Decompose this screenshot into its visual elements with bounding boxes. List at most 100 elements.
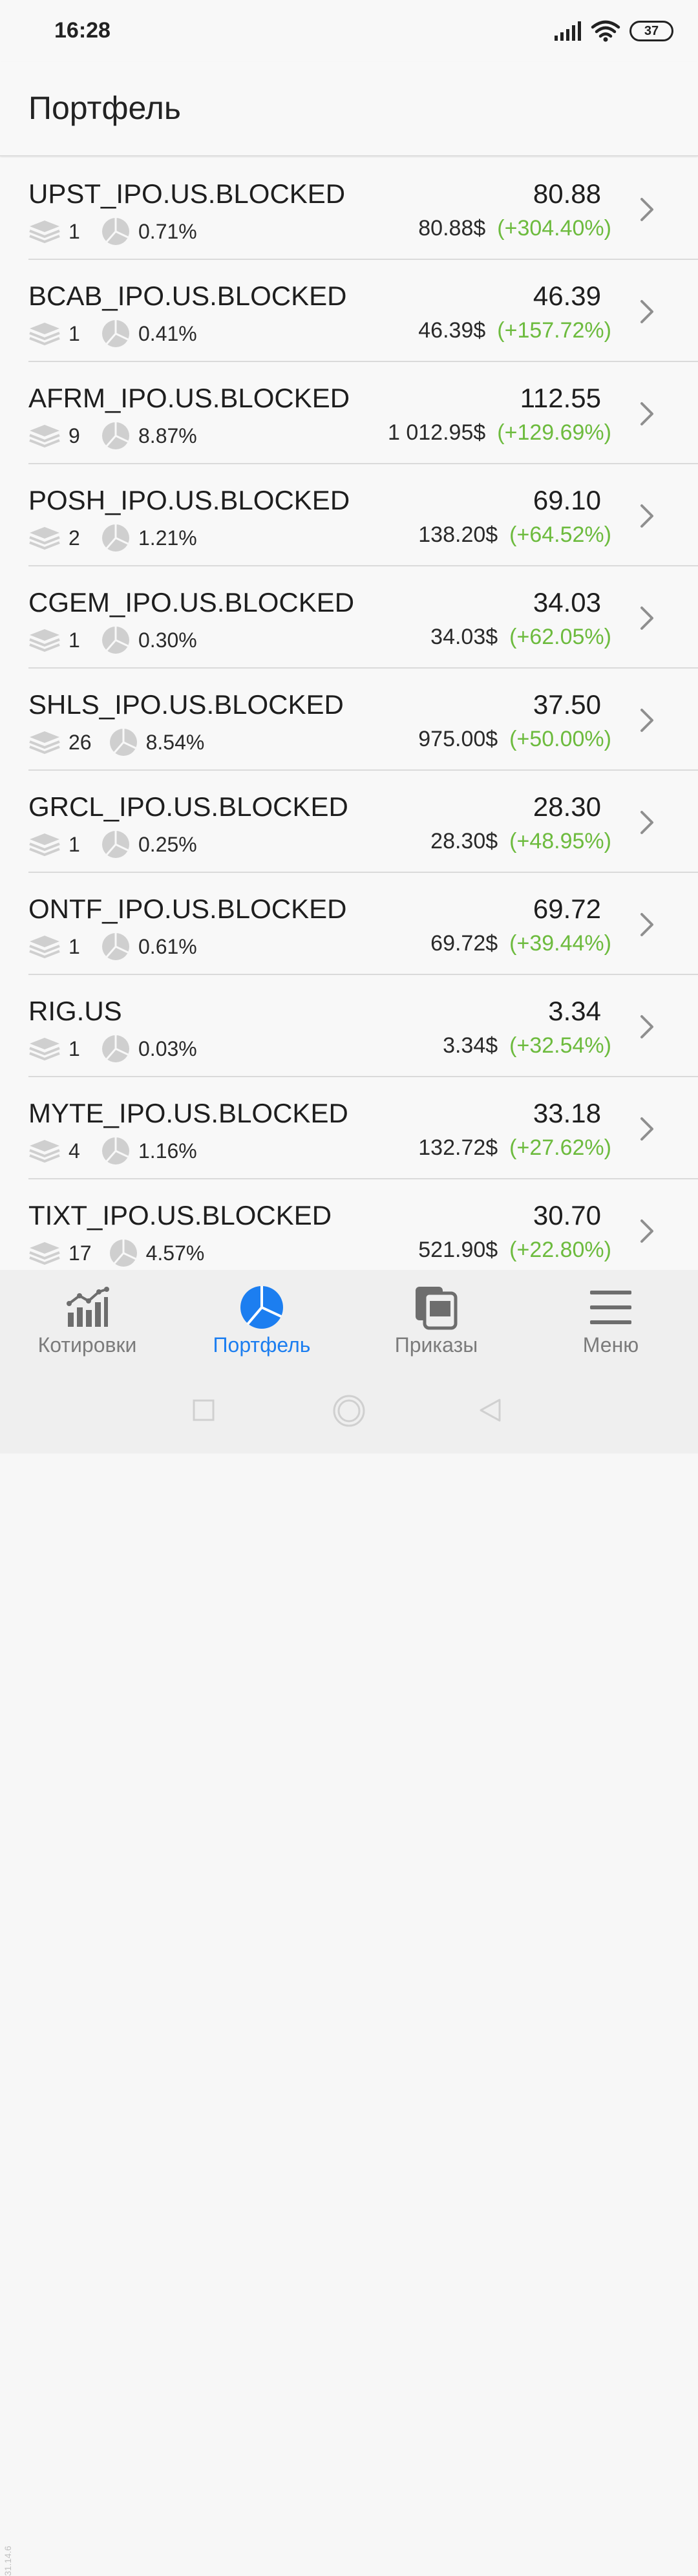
price-value: 28.30 (533, 791, 601, 822)
tab-label-portfolio: Портфель (213, 1333, 311, 1357)
version-label: 31.14.6 (3, 2546, 13, 2576)
ticker-label: ONTF_IPO.US.BLOCKED (28, 894, 347, 924)
position-value-line: 46.39$ (+157.72%) (418, 318, 611, 343)
home-button[interactable] (332, 1394, 366, 1428)
list-item[interactable]: POSH_IPO.US.BLOCKED 2 1.21% 69.10 138.20$ (+6… (0, 464, 698, 566)
signal-icon (555, 21, 581, 41)
position-amount: 3.34$ (443, 1033, 498, 1058)
pie-share-icon (102, 1137, 129, 1165)
position-meta: 17 4.57% (28, 1236, 204, 1270)
position-value-line: 69.72$ (+39.44%) (430, 931, 611, 956)
chevron-right-icon[interactable] (636, 401, 658, 427)
portfolio-share-value: 8.87% (138, 424, 197, 447)
battery-level: 37 (644, 23, 659, 38)
chevron-right-icon[interactable] (636, 1014, 658, 1040)
position-meta: 26 8.54% (28, 725, 204, 759)
position-meta: 2 1.21% (28, 521, 197, 555)
ticker-label: RIG.US (28, 996, 122, 1026)
pie-share-icon (109, 729, 137, 756)
status-time: 16:28 (54, 18, 111, 43)
page-title: Портфель (28, 90, 181, 126)
position-value-line: 138.20$ (+64.52%) (418, 522, 611, 548)
wifi-icon (591, 20, 620, 42)
layers-icon (29, 527, 60, 550)
position-meta: 1 0.30% (28, 623, 197, 657)
quantity-value: 1 (69, 1036, 80, 1060)
chevron-right-icon[interactable] (636, 503, 658, 529)
chevron-right-icon[interactable] (636, 810, 658, 835)
list-item[interactable]: MYTE_IPO.US.BLOCKED 4 1.16% 33.18 132.72$ (+2… (0, 1077, 698, 1179)
list-item[interactable]: SHLS_IPO.US.BLOCKED 26 8.54% 37.50 975.00$ (+… (0, 669, 698, 771)
list-item[interactable]: TIXT_IPO.US.BLOCKED 17 4.57% 30.70 521.90$ (+… (0, 1179, 698, 1270)
portfolio-list[interactable]: UPST_IPO.US.BLOCKED 1 0.71% 80.88 80.88$ (+30… (0, 158, 698, 1270)
position-meta: 1 0.25% (28, 828, 197, 861)
list-item[interactable]: BCAB_IPO.US.BLOCKED 1 0.41% 46.39 46.39$ (+15… (0, 260, 698, 362)
chevron-right-icon[interactable] (636, 1116, 658, 1142)
row-divider (28, 1076, 698, 1077)
list-item[interactable]: CGEM_IPO.US.BLOCKED 1 0.30% 34.03 34.03$ (+62… (0, 566, 698, 669)
chevron-right-icon[interactable] (636, 912, 658, 938)
ticker-label: TIXT_IPO.US.BLOCKED (28, 1200, 332, 1230)
portfolio-share-value: 0.61% (138, 934, 197, 958)
position-change: (+22.80%) (509, 1238, 611, 1262)
ticker-label: POSH_IPO.US.BLOCKED (28, 485, 350, 515)
tab-menu[interactable]: Меню (524, 1270, 698, 1367)
position-change: (+48.95%) (509, 829, 611, 853)
layers-icon (29, 1242, 60, 1265)
position-value-line: 132.72$ (+27.62%) (418, 1135, 611, 1161)
orders-icon (416, 1287, 458, 1330)
pie-share-icon (102, 627, 129, 654)
list-item[interactable]: GRCL_IPO.US.BLOCKED 1 0.25% 28.30 28.30$ (+48… (0, 771, 698, 873)
position-amount: 69.72$ (430, 931, 498, 956)
pie-share-icon (102, 524, 129, 552)
layers-icon (29, 833, 60, 857)
chart-icon (67, 1287, 109, 1327)
chevron-right-icon[interactable] (636, 707, 658, 733)
position-meta: 1 0.61% (28, 930, 197, 963)
portfolio-share-value: 0.03% (138, 1036, 197, 1060)
position-change: (+27.62%) (509, 1135, 611, 1160)
portfolio-share-value: 1.16% (138, 1139, 197, 1163)
position-amount: 132.72$ (418, 1135, 498, 1160)
status-icons: 37 (555, 18, 673, 44)
position-amount: 46.39$ (418, 318, 486, 343)
quantity-value: 2 (69, 526, 80, 550)
chevron-right-icon[interactable] (636, 605, 658, 631)
position-amount: 975.00$ (418, 727, 498, 751)
portfolio-share-value: 0.30% (138, 628, 197, 652)
list-item[interactable]: AFRM_IPO.US.BLOCKED 9 8.87% 112.55 1 012.95$… (0, 362, 698, 464)
tab-portfolio[interactable]: Портфель (174, 1270, 349, 1367)
tab-quotes[interactable]: Котировки (0, 1270, 174, 1367)
price-value: 69.72 (533, 894, 601, 924)
tab-orders[interactable]: Приказы (349, 1270, 524, 1367)
quantity-value: 1 (69, 832, 80, 856)
layers-icon (29, 425, 60, 448)
back-button[interactable] (478, 1398, 502, 1422)
layers-icon (29, 1038, 60, 1061)
position-amount: 28.30$ (430, 829, 498, 853)
pie-share-icon (102, 933, 129, 960)
row-divider (28, 769, 698, 771)
layers-icon (29, 936, 60, 959)
app-header: Портфель (0, 62, 698, 156)
system-nav-bar (0, 1367, 698, 1454)
price-value: 34.03 (533, 587, 601, 617)
price-value: 80.88 (533, 178, 601, 209)
price-value: 69.10 (533, 485, 601, 515)
list-item[interactable]: UPST_IPO.US.BLOCKED 1 0.71% 80.88 80.88$ (+30… (0, 158, 698, 260)
menu-icon (590, 1291, 631, 1324)
tab-label-quotes: Котировки (37, 1333, 137, 1357)
row-divider (28, 463, 698, 464)
price-value: 37.50 (533, 689, 601, 720)
position-meta: 1 0.71% (28, 215, 197, 248)
price-value: 30.70 (533, 1200, 601, 1230)
chevron-right-icon[interactable] (636, 1218, 658, 1244)
ticker-label: AFRM_IPO.US.BLOCKED (28, 383, 350, 413)
recents-button[interactable] (193, 1399, 215, 1421)
chevron-right-icon[interactable] (636, 299, 658, 325)
list-item[interactable]: ONTF_IPO.US.BLOCKED 1 0.61% 69.72 69.72$ (+39… (0, 873, 698, 975)
list-item[interactable]: RIG.US 1 0.03% 3.34 3.34$ (+32.54%) (0, 975, 698, 1077)
position-amount: 34.03$ (430, 625, 498, 649)
chevron-right-icon[interactable] (636, 197, 658, 222)
row-divider (28, 667, 698, 669)
